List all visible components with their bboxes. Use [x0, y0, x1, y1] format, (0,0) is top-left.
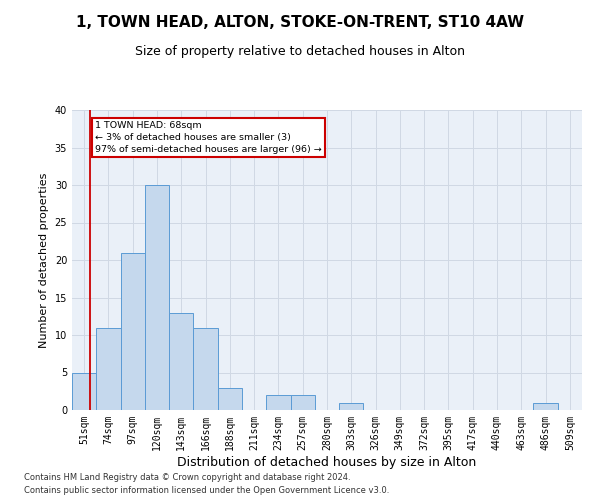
Text: Contains HM Land Registry data © Crown copyright and database right 2024.: Contains HM Land Registry data © Crown c…: [24, 474, 350, 482]
Bar: [193, 328, 218, 410]
Bar: [96, 328, 121, 410]
Text: 1, TOWN HEAD, ALTON, STOKE-ON-TRENT, ST10 4AW: 1, TOWN HEAD, ALTON, STOKE-ON-TRENT, ST1…: [76, 15, 524, 30]
Bar: [169, 312, 193, 410]
Bar: [72, 372, 96, 410]
Bar: [533, 402, 558, 410]
Text: 1 TOWN HEAD: 68sqm
← 3% of detached houses are smaller (3)
97% of semi-detached : 1 TOWN HEAD: 68sqm ← 3% of detached hous…: [95, 121, 322, 154]
Y-axis label: Number of detached properties: Number of detached properties: [39, 172, 49, 348]
Bar: [339, 402, 364, 410]
Bar: [290, 395, 315, 410]
Bar: [145, 185, 169, 410]
Bar: [218, 388, 242, 410]
Bar: [121, 252, 145, 410]
Text: Size of property relative to detached houses in Alton: Size of property relative to detached ho…: [135, 45, 465, 58]
Bar: [266, 395, 290, 410]
Text: Contains public sector information licensed under the Open Government Licence v3: Contains public sector information licen…: [24, 486, 389, 495]
X-axis label: Distribution of detached houses by size in Alton: Distribution of detached houses by size …: [178, 456, 476, 468]
